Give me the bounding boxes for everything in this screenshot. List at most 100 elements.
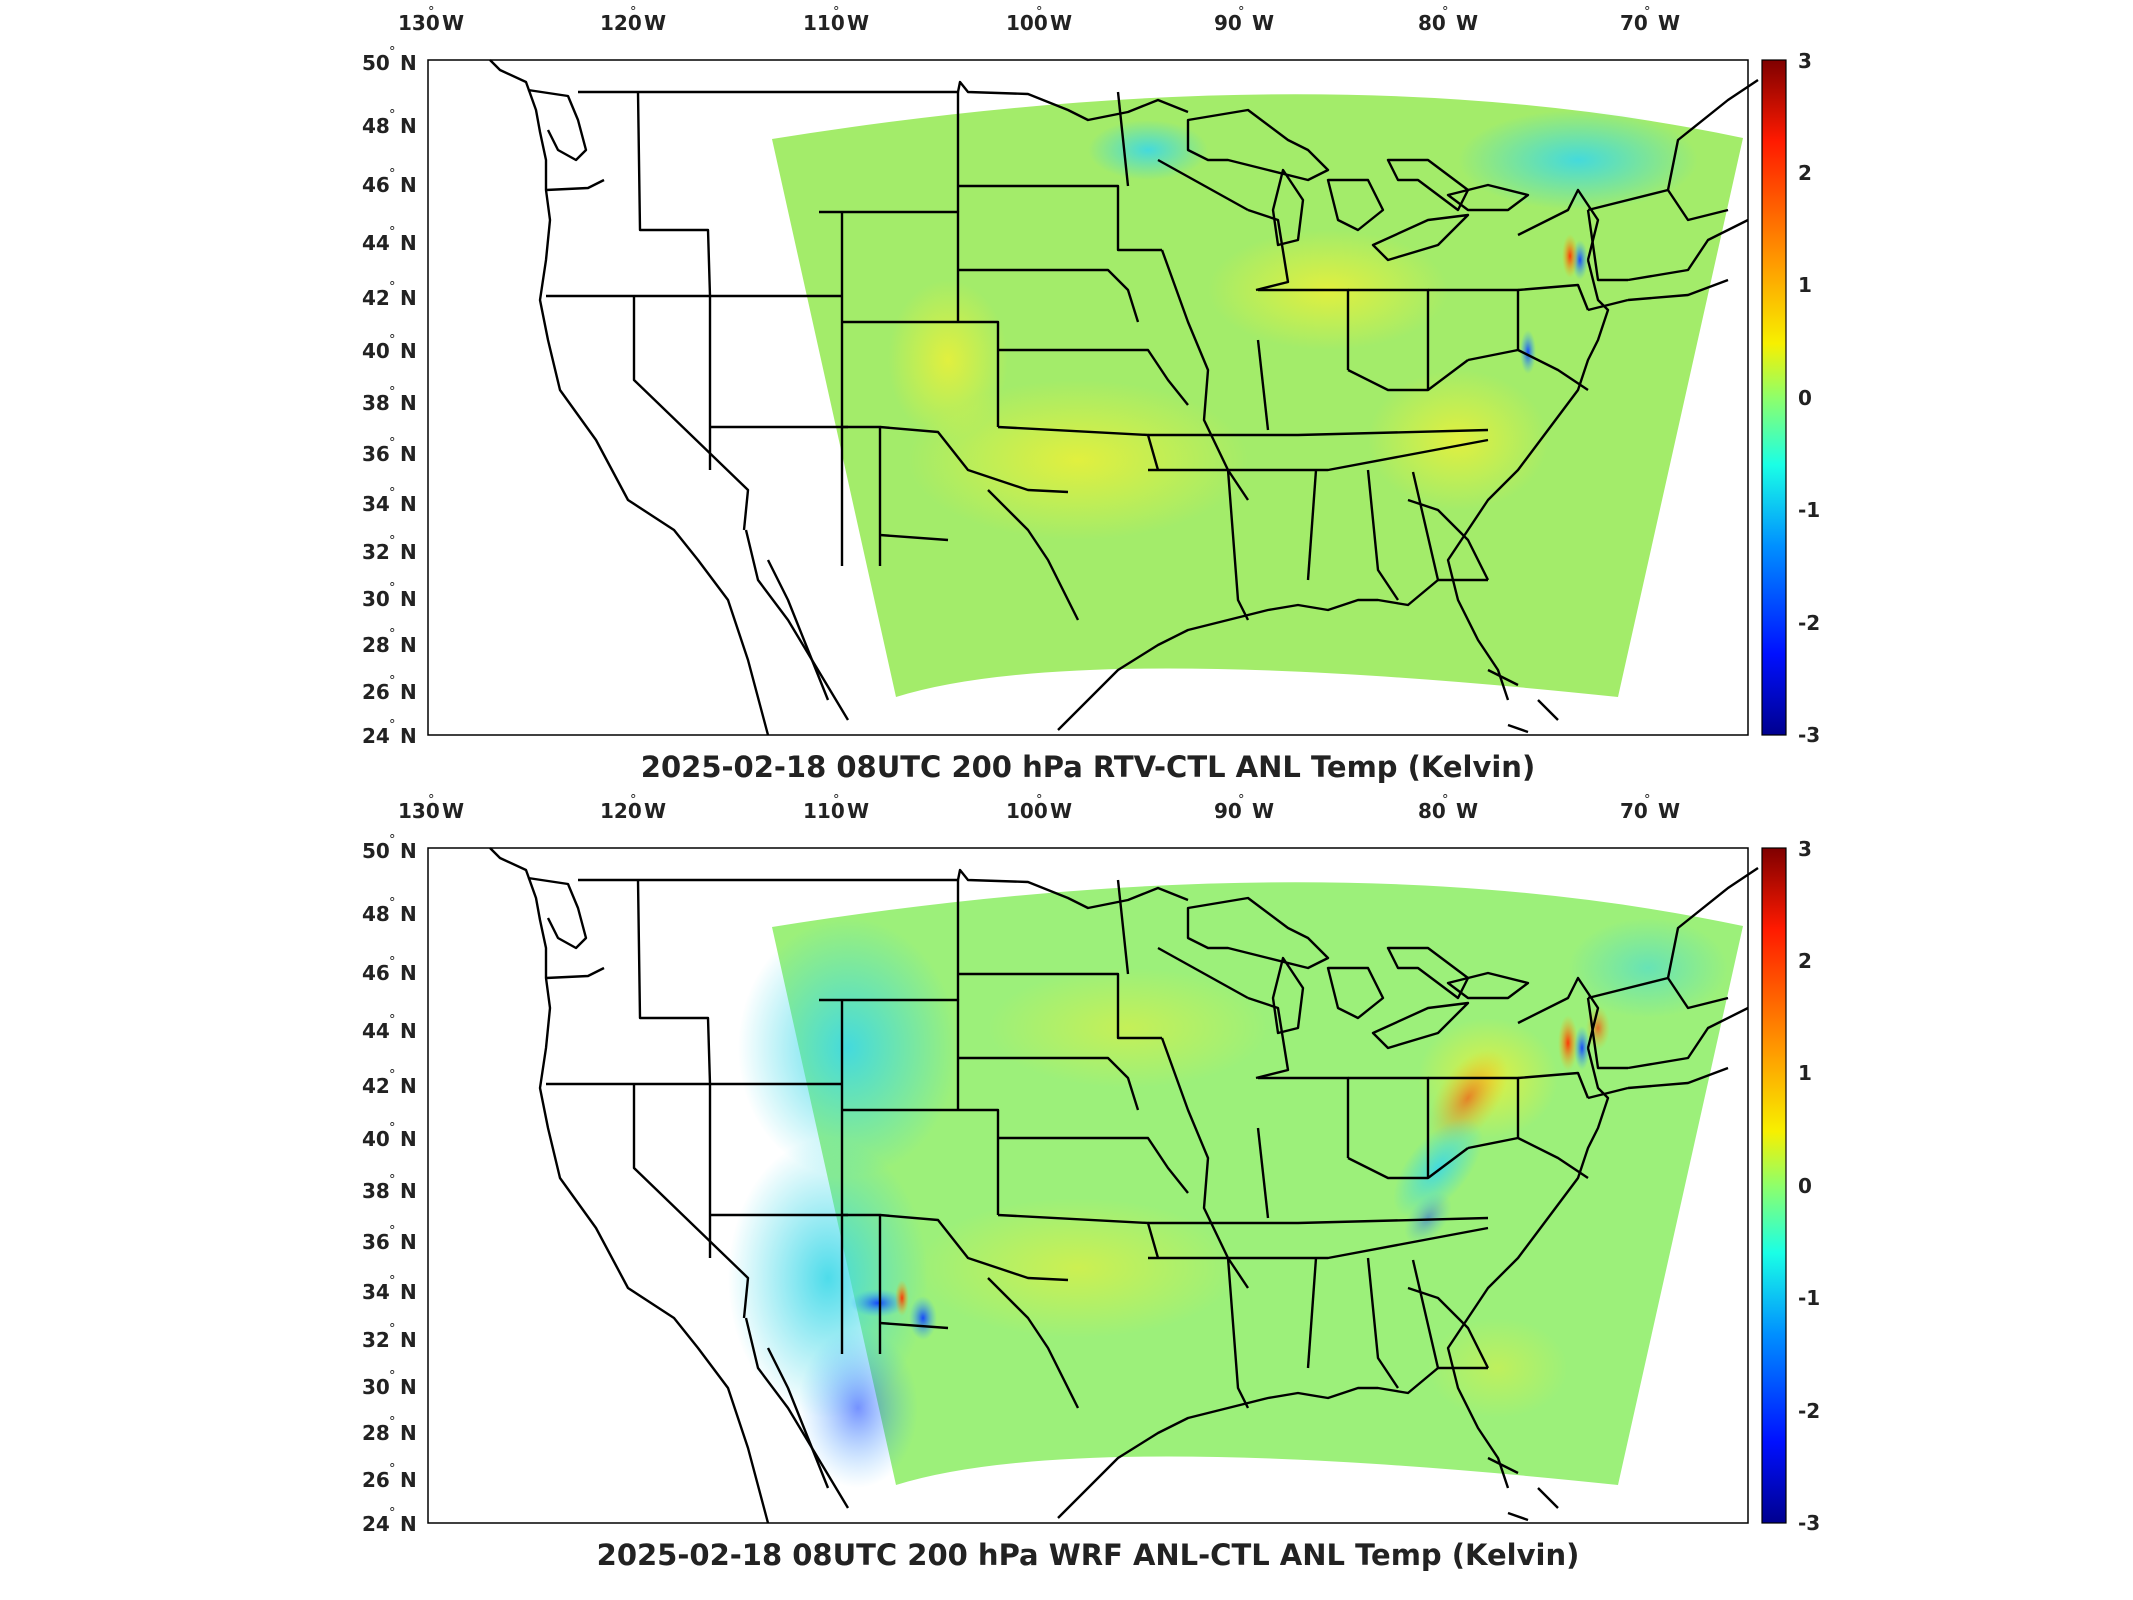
- lat-label: 30 ° N: [362, 1369, 417, 1399]
- lon-label: 130° W: [398, 793, 464, 823]
- svg-text:°: °: [833, 5, 840, 20]
- svg-text:W: W: [847, 11, 869, 35]
- lat-label: 50 ° N: [362, 833, 417, 863]
- svg-text:°: °: [389, 280, 396, 295]
- svg-text:°: °: [1644, 793, 1651, 808]
- svg-text:36: 36: [362, 1230, 390, 1254]
- lon-label: 120° W: [600, 793, 666, 823]
- svg-text:°: °: [1442, 793, 1449, 808]
- lon-label: 120° W: [600, 5, 666, 35]
- hot-spot: [1562, 234, 1578, 278]
- svg-text:46: 46: [362, 173, 390, 197]
- colorbar-tick: -3: [1798, 1511, 1820, 1535]
- svg-text:W: W: [1252, 11, 1274, 35]
- svg-text:70: 70: [1620, 11, 1648, 35]
- svg-text:°: °: [428, 793, 435, 808]
- svg-text:42: 42: [362, 286, 390, 310]
- svg-text:°: °: [389, 581, 396, 596]
- svg-text:N: N: [400, 633, 417, 657]
- lon-label: 100° W: [1006, 793, 1072, 823]
- lon-label: 110° W: [803, 5, 869, 35]
- field-domain-1: [772, 94, 1743, 697]
- svg-text:W: W: [1456, 11, 1478, 35]
- svg-text:W: W: [442, 799, 464, 823]
- svg-text:28: 28: [362, 1421, 390, 1445]
- cool-anomaly: [738, 918, 958, 1178]
- svg-text:°: °: [1036, 5, 1043, 20]
- svg-text:100: 100: [1006, 11, 1048, 35]
- svg-text:40: 40: [362, 1127, 390, 1151]
- lat-label: 46 ° N: [362, 167, 417, 197]
- hot-spot: [1558, 1015, 1578, 1071]
- svg-text:34: 34: [362, 1280, 390, 1304]
- svg-text:°: °: [389, 955, 396, 970]
- svg-text:N: N: [400, 51, 417, 75]
- lon-label: 90° W: [1214, 5, 1274, 35]
- cold-spot: [1574, 1026, 1590, 1070]
- svg-text:N: N: [400, 231, 417, 255]
- lat-label: 24 ° N: [362, 718, 417, 748]
- hot-spot: [1586, 1006, 1610, 1050]
- lat-label: 44 ° N: [362, 1013, 417, 1043]
- lat-label: 36 ° N: [362, 1224, 417, 1254]
- svg-text:34: 34: [362, 492, 390, 516]
- svg-text:N: N: [400, 902, 417, 926]
- lon-label: 110° W: [803, 793, 869, 823]
- svg-text:°: °: [1644, 5, 1651, 20]
- svg-text:°: °: [389, 108, 396, 123]
- lon-label: 130° W: [398, 5, 464, 35]
- svg-text:80: 80: [1418, 11, 1446, 35]
- svg-text:42: 42: [362, 1074, 390, 1098]
- svg-text:N: N: [400, 587, 417, 611]
- svg-text:N: N: [400, 286, 417, 310]
- svg-text:°: °: [1238, 793, 1245, 808]
- svg-text:°: °: [389, 627, 396, 642]
- colorbar-tick: -1: [1798, 498, 1820, 522]
- colorbar-tick: 3: [1798, 837, 1812, 861]
- colorbar-2: 3 2 1 0 -1 -2 -3: [1761, 837, 1820, 1535]
- svg-text:°: °: [389, 718, 396, 733]
- svg-text:°: °: [389, 167, 396, 182]
- map-panel-1: [427, 58, 1760, 737]
- lat-label: 32 ° N: [362, 534, 417, 564]
- svg-text:W: W: [1252, 799, 1274, 823]
- cold-spot: [1404, 1192, 1452, 1244]
- lat-label: 48 ° N: [362, 896, 417, 926]
- lon-label: 90° W: [1214, 793, 1274, 823]
- lat-label: 24 ° N: [362, 1506, 417, 1536]
- svg-text:38: 38: [362, 1179, 390, 1203]
- svg-text:W: W: [442, 11, 464, 35]
- svg-text:W: W: [847, 799, 869, 823]
- svg-text:100: 100: [1006, 799, 1048, 823]
- svg-text:°: °: [389, 486, 396, 501]
- colorbar-tick: -2: [1798, 1399, 1820, 1423]
- svg-text:N: N: [400, 1468, 417, 1492]
- svg-text:W: W: [1658, 799, 1680, 823]
- lat-label: 38 ° N: [362, 1173, 417, 1203]
- colorbar-tick: -3: [1798, 723, 1820, 747]
- svg-text:°: °: [389, 1322, 396, 1337]
- lat-label: 44 ° N: [362, 225, 417, 255]
- lon-labels-1: 130° W 120° W 110° W 100° W 90° W 80° W 70° W: [398, 5, 1680, 35]
- svg-text:26: 26: [362, 1468, 390, 1492]
- svg-text:36: 36: [362, 442, 390, 466]
- colorbar-tick: 1: [1798, 1061, 1812, 1085]
- lat-label: 34 ° N: [362, 486, 417, 516]
- lat-label: 30 ° N: [362, 581, 417, 611]
- svg-text:90: 90: [1214, 11, 1242, 35]
- svg-text:°: °: [389, 833, 396, 848]
- svg-text:°: °: [389, 333, 396, 348]
- svg-text:°: °: [389, 385, 396, 400]
- cold-spot: [1520, 330, 1536, 374]
- colorbar-ramp: [1761, 59, 1787, 736]
- cold-spot: [798, 1328, 918, 1488]
- svg-text:N: N: [400, 391, 417, 415]
- svg-text:130: 130: [398, 11, 440, 35]
- lat-label: 42 ° N: [362, 280, 417, 310]
- lat-labels-2: 50 ° N 48 ° N 46 ° N 44 ° N 42 ° N 40 ° N 38 ° N 36 ° N …: [362, 833, 417, 1536]
- svg-text:°: °: [1036, 793, 1043, 808]
- lat-label: 48 ° N: [362, 108, 417, 138]
- svg-text:°: °: [389, 436, 396, 451]
- svg-text:°: °: [1238, 5, 1245, 20]
- svg-text:38: 38: [362, 391, 390, 415]
